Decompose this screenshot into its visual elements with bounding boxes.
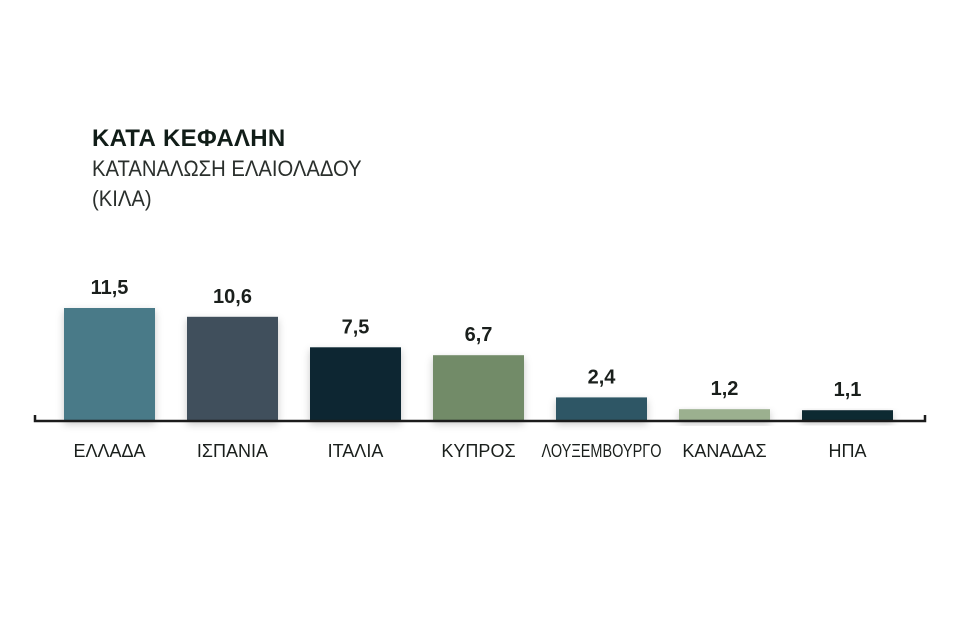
chart-subtitle: ΚΑΤΑΝΑΛΩΣΗ ΕΛΑΙΟΛΑΔΟΥ (92, 156, 362, 181)
labels-group: 11,5 ΕΛΛΑΔΑ 10,6 ΙΣΠΑΝΙΑ 7,5 ΙΤΑΛΙΑ 6,7 ΚΥΠΡΟΣ 2… (73, 277, 866, 461)
chart-title-block: ΚΑΤΑ ΚΕΦΑΛΗΝ ΚΑΤΑΝΑΛΩΣΗ ΕΛΑΙΟΛΑΔΟΥ (ΚΙΛΑ… (92, 124, 385, 214)
value-label: 1,2 (711, 378, 739, 400)
x-axis (33, 415, 927, 423)
category-label: ΙΤΑΛΙΑ (328, 441, 384, 461)
category-label: ΚΑΝΑΔΑΣ (682, 441, 766, 461)
value-label: 6,7 (465, 324, 493, 346)
bar-6 (802, 410, 893, 421)
value-label: 1,1 (834, 379, 862, 401)
bar-4 (556, 397, 647, 421)
bars-group (64, 308, 893, 421)
bar-5 (679, 409, 770, 421)
x-axis-line (33, 415, 927, 423)
bar-3 (433, 355, 524, 421)
value-label: 2,4 (588, 366, 617, 388)
value-label: 11,5 (91, 277, 129, 299)
chart-unit: (ΚΙΛΑ) (92, 186, 152, 211)
chart-title: ΚΑΤΑ ΚΕΦΑΛΗΝ (92, 125, 286, 152)
bar-1 (187, 316, 278, 421)
category-label: ΙΣΠΑΝΙΑ (197, 441, 268, 461)
value-label: 7,5 (342, 316, 370, 338)
value-label: 10,6 (213, 286, 252, 308)
bar-0 (64, 308, 155, 421)
category-label: ΗΠΑ (828, 441, 866, 461)
category-label: ΚΥΠΡΟΣ (441, 441, 515, 461)
category-label: ΕΛΛΑΔΑ (73, 441, 145, 461)
bar-2 (310, 347, 401, 421)
category-label: ΛΟΥΞΕΜΒΟΥΡΓΟ (542, 441, 662, 461)
